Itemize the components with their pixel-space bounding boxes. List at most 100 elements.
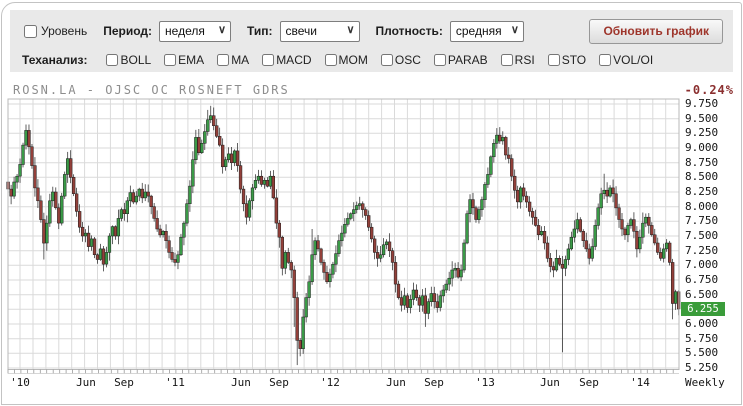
tech-checkbox-ema[interactable]: EMA — [164, 53, 204, 67]
candle-down — [393, 262, 398, 285]
tech-checkbox-mom-input[interactable] — [324, 54, 337, 66]
candle-up — [253, 180, 258, 189]
candle-down — [164, 231, 168, 241]
x-axis-ruler — [7, 369, 679, 374]
type-select[interactable]: свечи — [279, 20, 360, 42]
candle-up — [593, 225, 597, 247]
candle-down — [274, 197, 278, 224]
candle-down — [632, 219, 636, 232]
candle-down — [557, 258, 562, 265]
candle-up — [98, 248, 103, 260]
candle-down — [435, 301, 439, 308]
candle-down — [668, 242, 672, 263]
tech-checkbox-boll-input[interactable] — [106, 54, 119, 66]
candle-up — [438, 295, 442, 308]
level-checkbox-input[interactable] — [24, 24, 37, 38]
candle-up — [486, 174, 490, 185]
candle-down — [170, 252, 174, 260]
tech-checkbox-sto[interactable]: STO — [547, 53, 586, 67]
candle-down — [417, 297, 422, 306]
candle-up — [420, 295, 424, 306]
candle-up — [104, 252, 109, 265]
candle-down — [42, 219, 46, 244]
tech-checkbox-voloi[interactable]: VOL/OI — [599, 53, 653, 67]
candle-up — [608, 187, 612, 197]
tech-checkbox-ma-input[interactable] — [217, 54, 230, 66]
candle-down — [271, 175, 275, 199]
tech-checkbox-ema-input[interactable] — [164, 54, 177, 66]
tech-checkbox-parab-input[interactable] — [433, 54, 446, 66]
tech-checkbox-macd[interactable]: MACD — [262, 53, 312, 67]
candle-up — [459, 269, 463, 278]
level-checkbox[interactable]: Уровень — [24, 24, 87, 38]
tech-checkbox-mom[interactable]: MOM — [324, 53, 368, 67]
candle-down — [155, 218, 159, 230]
toolbar-row-indicators: Теханализ: BOLL EMA MA MACD MOM OSC PARAB RSI ST… — [10, 48, 733, 72]
candle-up — [283, 252, 287, 269]
candle-down — [471, 199, 475, 209]
candle-up — [89, 238, 94, 247]
candle-up — [128, 192, 132, 202]
candle-up — [355, 205, 359, 210]
period-select[interactable]: неделя — [159, 20, 232, 42]
tech-checkbox-osc-input[interactable] — [380, 54, 393, 66]
candle-down — [507, 154, 511, 159]
candle-up — [63, 174, 67, 197]
candle-down — [533, 216, 538, 226]
candle-up — [66, 158, 70, 175]
refresh-chart-button[interactable]: Обновить график — [589, 18, 723, 44]
candle-down — [36, 187, 40, 202]
tech-checkbox-rsi[interactable]: RSI — [500, 53, 535, 67]
candle-down — [653, 234, 657, 244]
candle-down — [9, 188, 13, 197]
candle-up — [107, 235, 112, 253]
candle-up — [501, 137, 505, 142]
tech-checkbox-sto-input[interactable] — [547, 54, 560, 66]
candle-up — [447, 277, 451, 285]
candle-down — [659, 252, 663, 259]
candle-up — [224, 159, 228, 167]
candle-up — [12, 181, 16, 197]
candle-down — [259, 175, 264, 185]
candle-up — [182, 222, 186, 238]
tech-checkbox-parab[interactable]: PARAB — [433, 53, 488, 67]
candle-up — [48, 200, 52, 224]
tech-checkbox-rsi-input[interactable] — [500, 54, 513, 66]
candle-down — [75, 193, 79, 212]
candle-down — [414, 289, 419, 298]
candle-up — [378, 254, 383, 259]
candle-down — [152, 206, 156, 219]
candle-up — [200, 143, 204, 153]
candle-up — [247, 200, 252, 218]
tech-checkbox-boll[interactable]: BOLL — [106, 53, 151, 67]
candle-up — [441, 289, 445, 297]
candle-down — [671, 262, 675, 304]
candle-down — [432, 293, 436, 302]
candle-down — [456, 268, 460, 278]
candle-down — [72, 177, 76, 194]
tech-checkbox-ma[interactable]: MA — [217, 53, 249, 67]
candle-down — [614, 193, 618, 209]
tech-analysis-label: Теханализ: — [22, 53, 88, 67]
candle-up — [185, 203, 189, 224]
candle-up — [638, 236, 642, 250]
candle-down — [158, 228, 162, 236]
candle-down — [316, 240, 320, 250]
candle-down — [173, 259, 177, 263]
candle-down — [399, 297, 404, 306]
candle-down — [474, 207, 478, 220]
tech-checkbox-macd-input[interactable] — [262, 54, 275, 66]
candle-down — [605, 189, 609, 197]
tech-checkbox-voloi-input[interactable] — [599, 54, 612, 66]
density-select[interactable]: средняя — [449, 20, 524, 42]
candle-down — [551, 266, 556, 271]
candle-down — [578, 219, 582, 232]
candle-up — [262, 180, 267, 185]
candle-up — [596, 207, 600, 226]
candle-up — [673, 291, 678, 304]
candle-up — [554, 258, 559, 271]
tech-checkbox-osc[interactable]: OSC — [380, 53, 421, 67]
candle-down — [238, 165, 243, 190]
candle-up — [477, 209, 481, 220]
